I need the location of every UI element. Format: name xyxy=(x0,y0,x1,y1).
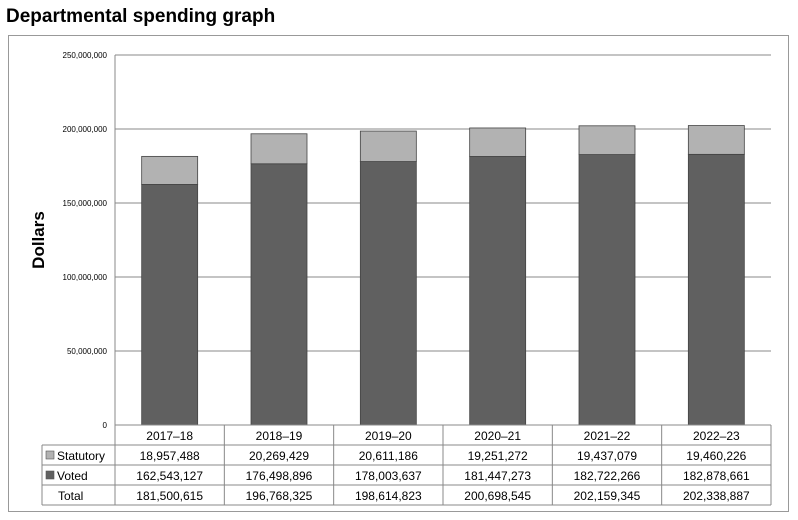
data-label: 20,269,429 xyxy=(249,449,309,463)
data-label: 162,543,127 xyxy=(136,469,203,483)
y-tick-label: 50,000,000 xyxy=(67,347,108,356)
data-label: 181,500,615 xyxy=(136,489,203,503)
data-label: 178,003,637 xyxy=(355,469,422,483)
category-label: 2021–22 xyxy=(584,429,631,443)
bar-voted xyxy=(250,163,308,426)
row-label: Total xyxy=(58,489,83,503)
bar-statutory xyxy=(578,125,636,155)
data-label: 20,611,186 xyxy=(359,449,418,463)
data-label: 19,437,079 xyxy=(577,449,637,463)
category-label: 2019–20 xyxy=(365,429,412,443)
category-label: 2018–19 xyxy=(256,429,303,443)
y-tick-label: 0 xyxy=(103,421,108,430)
category-label: 2020–21 xyxy=(474,429,521,443)
category-label: 2017–18 xyxy=(146,429,193,443)
data-label: 18,957,488 xyxy=(140,449,200,463)
legend-swatch xyxy=(45,470,55,480)
data-label: 19,460,226 xyxy=(686,449,746,463)
bar-statutory xyxy=(359,130,417,162)
data-label: 202,338,887 xyxy=(683,489,750,503)
bar-statutory xyxy=(141,155,199,185)
bar-voted xyxy=(141,184,199,426)
bar-voted xyxy=(687,153,745,426)
data-label: 182,878,661 xyxy=(683,469,750,483)
bar-voted xyxy=(578,154,636,426)
data-label: 198,614,823 xyxy=(355,489,422,503)
bar-statutory xyxy=(469,127,527,157)
legend-swatch xyxy=(45,450,55,460)
y-tick-label: 250,000,000 xyxy=(63,51,108,60)
data-label: 202,159,345 xyxy=(574,489,641,503)
data-label: 196,768,325 xyxy=(246,489,313,503)
chart-title: Departmental spending graph xyxy=(6,6,276,27)
legend-label: Statutory xyxy=(57,449,105,463)
bar-voted xyxy=(359,161,417,426)
data-label: 19,251,272 xyxy=(468,449,528,463)
y-tick-label: 100,000,000 xyxy=(63,273,108,282)
bar-statutory xyxy=(250,133,308,165)
category-label: 2022–23 xyxy=(693,429,740,443)
data-label: 182,722,266 xyxy=(574,469,641,483)
data-label: 181,447,273 xyxy=(464,469,531,483)
data-label: 176,498,896 xyxy=(246,469,313,483)
y-axis-label: Dollars xyxy=(29,211,48,269)
y-tick-label: 150,000,000 xyxy=(63,199,108,208)
bar-statutory xyxy=(687,125,745,155)
bar-voted xyxy=(469,156,527,426)
y-tick-label: 200,000,000 xyxy=(63,125,108,134)
chart-frame xyxy=(8,35,789,512)
data-label: 200,698,545 xyxy=(464,489,531,503)
legend-label: Voted xyxy=(57,469,88,483)
